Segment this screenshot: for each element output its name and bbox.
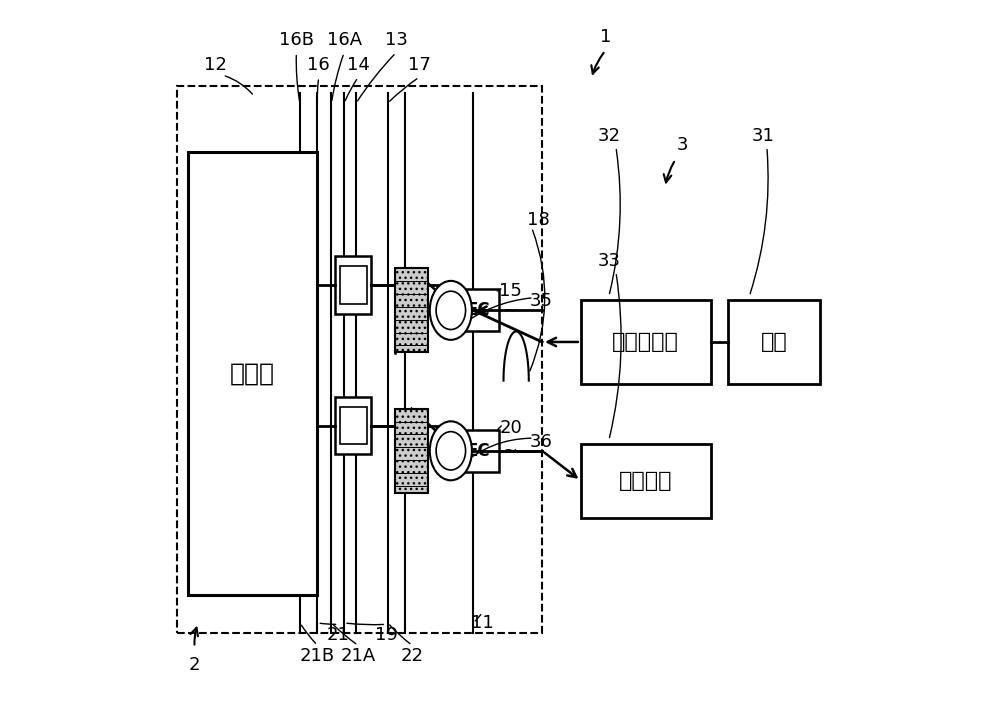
Text: 19: 19: [375, 626, 398, 644]
Text: EC: EC: [466, 301, 490, 319]
Text: 光功率计: 光功率计: [619, 471, 672, 491]
Bar: [340, 266, 367, 304]
Text: EC: EC: [466, 442, 490, 460]
Bar: [335, 397, 371, 454]
Text: 21A: 21A: [341, 647, 376, 665]
Text: 20: 20: [499, 419, 522, 436]
Text: 光源: 光源: [760, 332, 787, 352]
Text: 16B: 16B: [279, 31, 314, 49]
Text: 21: 21: [327, 626, 350, 644]
Text: 16: 16: [307, 56, 330, 73]
Text: 1: 1: [600, 27, 611, 46]
Text: 22: 22: [401, 647, 424, 665]
Text: ~: ~: [502, 442, 517, 460]
Bar: [728, 300, 820, 384]
Text: 21B: 21B: [300, 647, 335, 665]
Text: 36: 36: [529, 433, 552, 450]
Ellipse shape: [430, 422, 472, 480]
Ellipse shape: [436, 291, 466, 329]
Bar: [581, 300, 711, 384]
Bar: [395, 409, 428, 493]
Bar: [177, 85, 542, 633]
Text: 18: 18: [527, 212, 550, 230]
Text: 33: 33: [597, 252, 620, 270]
Bar: [458, 430, 499, 472]
Text: 15: 15: [499, 283, 522, 300]
Text: 13: 13: [385, 31, 408, 49]
Text: 17: 17: [408, 56, 431, 73]
Ellipse shape: [436, 431, 466, 470]
Text: 31: 31: [752, 127, 775, 145]
Text: 11: 11: [471, 614, 494, 632]
Bar: [335, 257, 371, 314]
Text: 35: 35: [529, 293, 552, 310]
Text: 12: 12: [204, 56, 227, 73]
Text: 14: 14: [347, 56, 370, 73]
Text: 2: 2: [189, 656, 200, 674]
Text: 3: 3: [677, 136, 688, 154]
Text: 16A: 16A: [327, 31, 362, 49]
Ellipse shape: [430, 281, 472, 340]
Text: ~: ~: [502, 301, 517, 319]
Text: 32: 32: [597, 127, 620, 145]
Text: 偏振控制器: 偏振控制器: [612, 332, 679, 352]
Bar: [458, 289, 499, 331]
Bar: [395, 268, 428, 352]
Text: 光电路: 光电路: [230, 362, 275, 386]
Bar: [340, 407, 367, 444]
Bar: [581, 443, 711, 517]
Bar: [188, 152, 317, 595]
